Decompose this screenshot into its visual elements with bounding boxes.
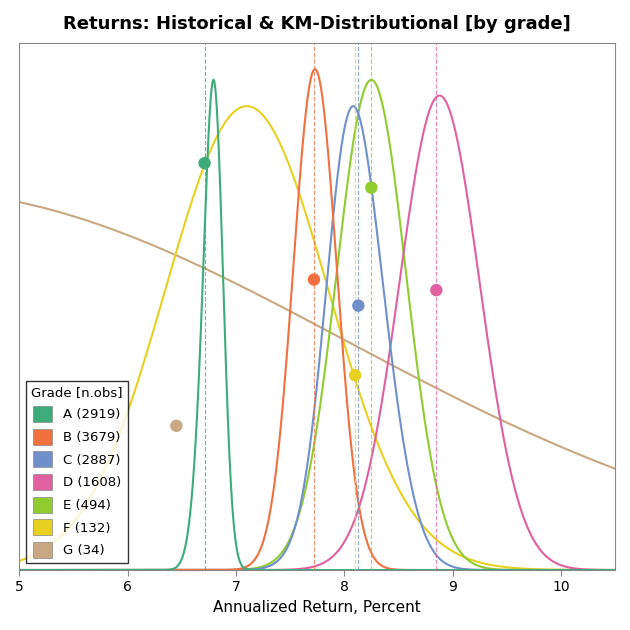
Point bbox=[366, 183, 376, 193]
Point bbox=[350, 370, 360, 381]
Legend: A (2919), B (3679), C (2887), D (1608), E (494), F (132), G (34): A (2919), B (3679), C (2887), D (1608), … bbox=[26, 381, 128, 563]
X-axis label: Annualized Return, Percent: Annualized Return, Percent bbox=[214, 600, 421, 615]
Point bbox=[432, 285, 442, 295]
Point bbox=[309, 275, 319, 285]
Title: Returns: Historical & KM-Distributional [by grade]: Returns: Historical & KM-Distributional … bbox=[63, 15, 571, 33]
Point bbox=[353, 301, 364, 311]
Point bbox=[171, 421, 181, 431]
Point bbox=[200, 158, 210, 168]
